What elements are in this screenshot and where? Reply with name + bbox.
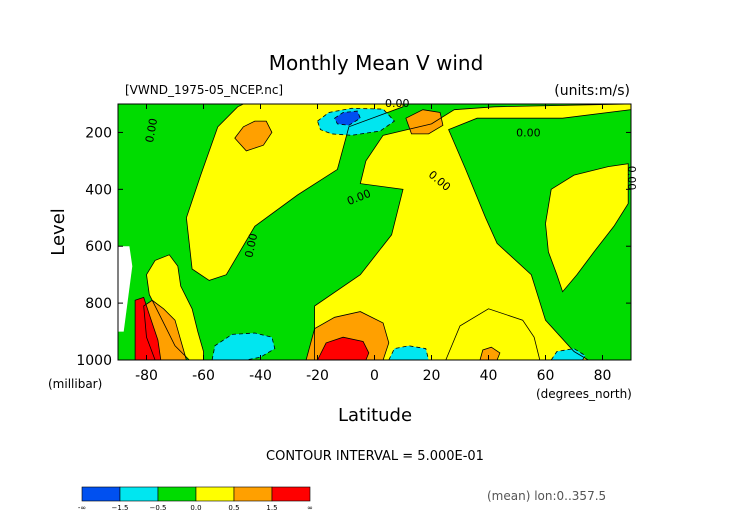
- plot-area: 0.000.000.000.000.000.000.00 -80 -60 -40 -2…: [76, 97, 638, 384]
- chart-title: Monthly Mean V wind: [269, 51, 484, 75]
- contour-orange-upper-mid: [405, 109, 444, 135]
- y-axis-unit: (millibar): [48, 377, 102, 391]
- contour-interval-label: CONTOUR INTERVAL = 5.000E-01: [266, 449, 484, 464]
- region-cyan-upper-center: [317, 108, 395, 136]
- region-orange-bottom-right: [480, 347, 500, 360]
- x-tick-label: 0: [370, 368, 379, 384]
- colorbar-tick-label: ∞: [307, 504, 313, 512]
- contour-label: 0.00: [242, 232, 260, 259]
- y-tick-label: 400: [85, 182, 112, 198]
- contour-label: 0.00: [385, 97, 410, 110]
- colorbar-tick-label: −1.5: [112, 504, 129, 512]
- colorbar-tick-label: -∞: [78, 504, 86, 512]
- region-orange-upper-left: [234, 121, 272, 151]
- region-red-bottom-center: [317, 337, 369, 360]
- region-cyan-bottom-mid: [388, 345, 429, 360]
- contour-blue-upper-center: [334, 110, 361, 126]
- colorbar-tick-label: 1.5: [266, 504, 277, 512]
- contour-yellow-left-tongue: [146, 254, 204, 361]
- contour-yellow-upper-center: [185, 103, 404, 281]
- x-tick-label: -60: [192, 368, 215, 384]
- units-label: (units:m/s): [554, 83, 630, 99]
- file-label: [VWND_1975-05_NCEP.nc]: [125, 83, 283, 97]
- y-axis-label: Level: [48, 208, 69, 256]
- region-red-left: [135, 297, 161, 360]
- contour-orange-left: [143, 299, 187, 361]
- y-tick-label: 200: [85, 125, 112, 141]
- contour-yellow-right-upper: [545, 163, 629, 293]
- x-tick-label: 20: [423, 368, 441, 384]
- contour-orange-upper-left: [234, 120, 273, 152]
- x-tick-label: -20: [306, 368, 329, 384]
- colorbar-swatch: [271, 486, 311, 502]
- contour-label: 0.00: [516, 127, 541, 140]
- region-yellow-left-tongue: [146, 254, 204, 360]
- contour-cyan-upper-center: [317, 107, 396, 136]
- x-tick-label: 60: [537, 368, 555, 384]
- region-white-missing: [118, 246, 133, 332]
- colorbar-swatch: [81, 486, 121, 502]
- footer-label: (mean) lon:0..357.5: [487, 489, 606, 503]
- colorbar: -∞ −1.5 −0.5 0.0 0.5 1.5 ∞: [78, 486, 313, 512]
- region-yellow-upper-center: [186, 104, 403, 281]
- contour-orange-bottom-center: [305, 311, 390, 361]
- y-tick-label: 800: [85, 296, 112, 312]
- y-tick-label: 1000: [76, 353, 112, 369]
- colorbar-swatch: [157, 486, 197, 502]
- y-tick-label: 600: [85, 239, 112, 255]
- colorbar-tick-label: 0.5: [228, 504, 239, 512]
- colorbar-swatch: [233, 486, 273, 502]
- x-tick-label: 80: [594, 368, 612, 384]
- contour-cyan-bottom-left: [211, 332, 276, 361]
- x-tick-label: -80: [135, 368, 158, 384]
- region-cyan-bottom-right: [551, 348, 586, 360]
- x-axis-label: Latitude: [338, 405, 412, 426]
- x-axis-unit: (degrees_north): [536, 387, 632, 401]
- x-tick-label: 40: [480, 368, 498, 384]
- region-yellow-right-upper: [545, 163, 629, 292]
- contour-label: 0.00: [625, 166, 638, 191]
- region-yellow-lower-center: [314, 104, 631, 360]
- colorbar-tick-label: 0.0: [190, 504, 201, 512]
- colorbar-swatch: [119, 486, 159, 502]
- region-yellow-lower-right: [445, 308, 540, 360]
- colorbar-tick-label: −0.5: [150, 504, 167, 512]
- colorbar-swatch: [195, 486, 235, 502]
- x-tick-label: -40: [249, 368, 272, 384]
- contour-label: 0.00: [143, 117, 160, 143]
- region-cyan-bottom-left: [212, 333, 275, 360]
- region-blue-upper-center: [334, 111, 361, 126]
- contour-cyan-bottom-mid: [388, 345, 430, 361]
